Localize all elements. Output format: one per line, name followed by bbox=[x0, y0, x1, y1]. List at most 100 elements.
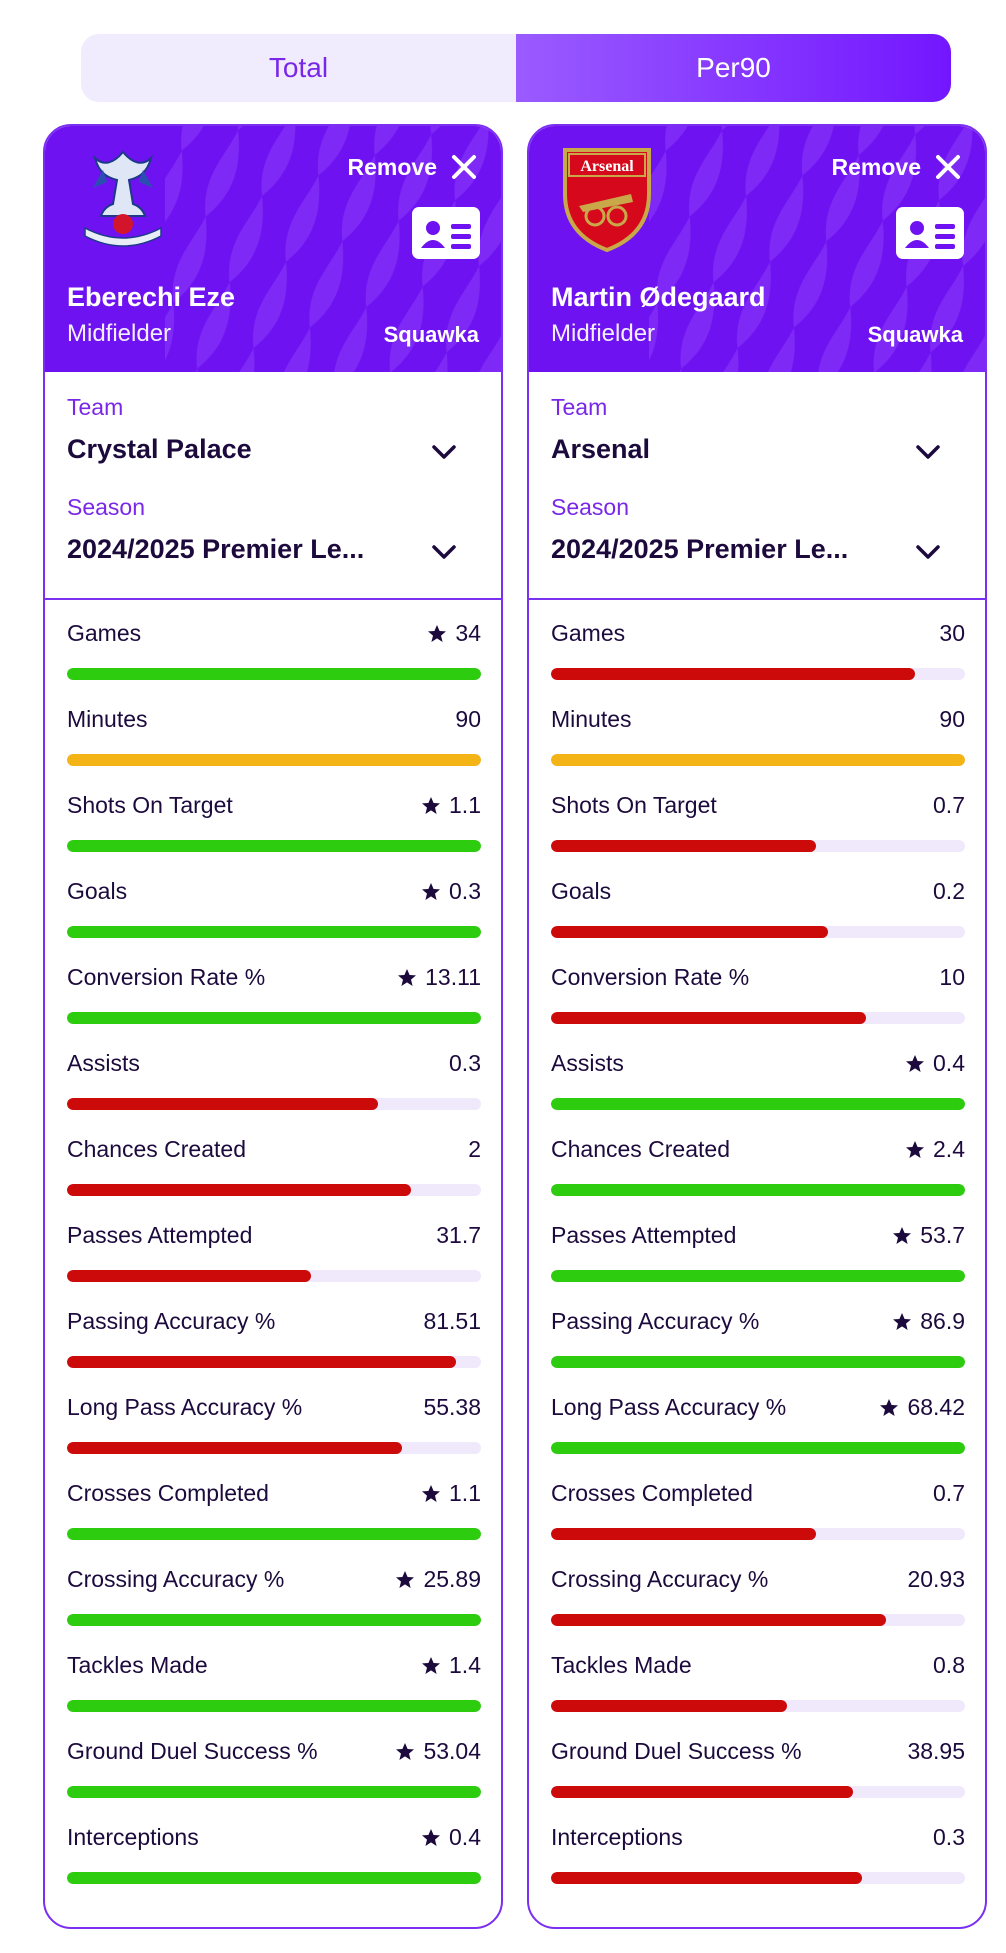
stat-value: 1.4 bbox=[449, 1652, 481, 1678]
stat-value: 2.4 bbox=[933, 1136, 965, 1162]
stat-value: 13.11 bbox=[425, 964, 481, 990]
stat-bar-fill bbox=[67, 1786, 481, 1798]
stat-value: 53.04 bbox=[423, 1738, 481, 1764]
stat-label: Passing Accuracy % bbox=[67, 1308, 276, 1334]
remove-label: Remove bbox=[831, 153, 921, 180]
stat-row: Games 34 bbox=[67, 600, 481, 686]
stat-bar-fill bbox=[551, 1012, 866, 1024]
stat-value: 0.3 bbox=[933, 1824, 965, 1850]
toggle-total[interactable]: Total bbox=[268, 52, 329, 83]
stat-value-group: 1.4 bbox=[421, 1652, 481, 1679]
stat-value-group: 0.4 bbox=[421, 1824, 481, 1851]
chevron-down-icon[interactable] bbox=[431, 544, 457, 560]
player-selectors: Team Crystal Palace Season 2024/2025 Pre… bbox=[45, 372, 501, 600]
stat-label: Games bbox=[67, 620, 142, 646]
stat-label: Minutes bbox=[67, 706, 148, 732]
stat-label: Goals bbox=[67, 878, 128, 904]
stat-bar-track bbox=[67, 926, 481, 938]
season-select[interactable]: 2024/2025 Premier Le... bbox=[551, 534, 849, 564]
stat-value: 10 bbox=[939, 964, 965, 990]
mode-toggle: Total Per90 bbox=[81, 34, 951, 102]
stat-row: Crossing Accuracy % 20.93 bbox=[551, 1546, 965, 1632]
stat-bar-fill bbox=[67, 1012, 481, 1024]
team-label: Team bbox=[67, 394, 124, 420]
stat-value: 86.9 bbox=[920, 1308, 965, 1334]
stat-bar-fill bbox=[67, 1614, 481, 1626]
remove-button[interactable]: Remove bbox=[832, 152, 963, 182]
stat-value: 1.1 bbox=[449, 792, 481, 818]
stat-value-group: 10 bbox=[939, 964, 965, 991]
stat-bar-track bbox=[67, 668, 481, 680]
season-select[interactable]: 2024/2025 Premier Le... bbox=[67, 534, 365, 564]
data-source: Squawka bbox=[383, 322, 479, 347]
stat-row: Games 30 bbox=[551, 600, 965, 686]
stat-bar-fill bbox=[551, 668, 916, 680]
stat-bar-fill bbox=[551, 1700, 787, 1712]
stat-value-group: 90 bbox=[939, 706, 965, 733]
stat-row: Long Pass Accuracy % 68.42 bbox=[551, 1374, 965, 1460]
team-select[interactable]: Arsenal bbox=[551, 434, 651, 464]
stat-label: Shots On Target bbox=[551, 792, 717, 818]
stat-label: Tackles Made bbox=[67, 1652, 208, 1678]
stat-row: Chances Created 2 bbox=[67, 1116, 481, 1202]
stat-bar-track bbox=[551, 754, 965, 766]
stat-bar-fill bbox=[551, 1786, 854, 1798]
season-label: Season bbox=[67, 494, 146, 520]
toggle-per90[interactable]: Per90 bbox=[516, 34, 951, 102]
stat-value: 90 bbox=[939, 706, 965, 732]
arsenal-crest-icon: Arsenal bbox=[563, 148, 651, 253]
stat-value-group: 81.51 bbox=[423, 1308, 481, 1335]
stat-value-group: 1.1 bbox=[421, 1480, 481, 1507]
stat-label: Games bbox=[551, 620, 626, 646]
star-icon bbox=[422, 882, 441, 900]
stat-row: Goals 0.2 bbox=[551, 858, 965, 944]
stat-bar-fill bbox=[67, 1356, 457, 1368]
stat-value-group: 0.3 bbox=[449, 1050, 481, 1077]
stat-row: Tackles Made 0.8 bbox=[551, 1632, 965, 1718]
stat-bar-fill bbox=[67, 754, 481, 766]
id-card-icon[interactable] bbox=[895, 206, 965, 260]
stat-row: Passing Accuracy % 86.9 bbox=[551, 1288, 965, 1374]
star-icon bbox=[422, 1484, 441, 1502]
chevron-down-icon[interactable] bbox=[915, 444, 941, 460]
stat-value-group: 25.89 bbox=[395, 1566, 481, 1593]
stat-label: Ground Duel Success % bbox=[551, 1738, 802, 1764]
stat-bar-track bbox=[551, 1270, 965, 1282]
stat-bar-track bbox=[67, 1442, 481, 1454]
stat-value-group: 0.8 bbox=[933, 1652, 965, 1679]
stat-bar-track bbox=[551, 926, 965, 938]
stat-row: Conversion Rate % 10 bbox=[551, 944, 965, 1030]
stat-value-group: 2.4 bbox=[905, 1136, 965, 1163]
stat-bar-fill bbox=[67, 926, 481, 938]
stat-label: Minutes bbox=[551, 706, 632, 732]
player-card: Remove Eberechi Eze Midfielder Squawka T… bbox=[43, 124, 503, 1929]
stat-bar-track bbox=[551, 1184, 965, 1196]
remove-button[interactable]: Remove bbox=[348, 152, 479, 182]
team-label: Team bbox=[551, 394, 608, 420]
stat-row: Chances Created 2.4 bbox=[551, 1116, 965, 1202]
stat-label: Interceptions bbox=[551, 1824, 683, 1850]
remove-label: Remove bbox=[347, 153, 437, 180]
stat-value: 0.7 bbox=[933, 792, 965, 818]
stat-value-group: 53.04 bbox=[395, 1738, 481, 1765]
stat-bar-fill bbox=[67, 668, 481, 680]
stat-value-group: 0.4 bbox=[905, 1050, 965, 1077]
stat-row: Conversion Rate % 13.11 bbox=[67, 944, 481, 1030]
stat-value: 0.3 bbox=[449, 878, 481, 904]
stat-row: Crosses Completed 1.1 bbox=[67, 1460, 481, 1546]
chevron-down-icon[interactable] bbox=[915, 544, 941, 560]
id-card-icon[interactable] bbox=[411, 206, 481, 260]
stat-row: Assists 0.3 bbox=[67, 1030, 481, 1116]
stat-row: Shots On Target 0.7 bbox=[551, 772, 965, 858]
stat-row: Interceptions 0.3 bbox=[551, 1804, 965, 1890]
stat-value: 0.3 bbox=[449, 1050, 481, 1076]
stat-bar-fill bbox=[551, 840, 816, 852]
stat-bar-fill bbox=[67, 1184, 411, 1196]
stat-bar-track bbox=[551, 1872, 965, 1884]
stat-bar-track bbox=[67, 1614, 481, 1626]
stat-bar-track bbox=[551, 1356, 965, 1368]
team-select[interactable]: Crystal Palace bbox=[67, 434, 252, 464]
close-icon bbox=[936, 155, 960, 179]
chevron-down-icon[interactable] bbox=[431, 444, 457, 460]
stat-bar-fill bbox=[551, 926, 829, 938]
